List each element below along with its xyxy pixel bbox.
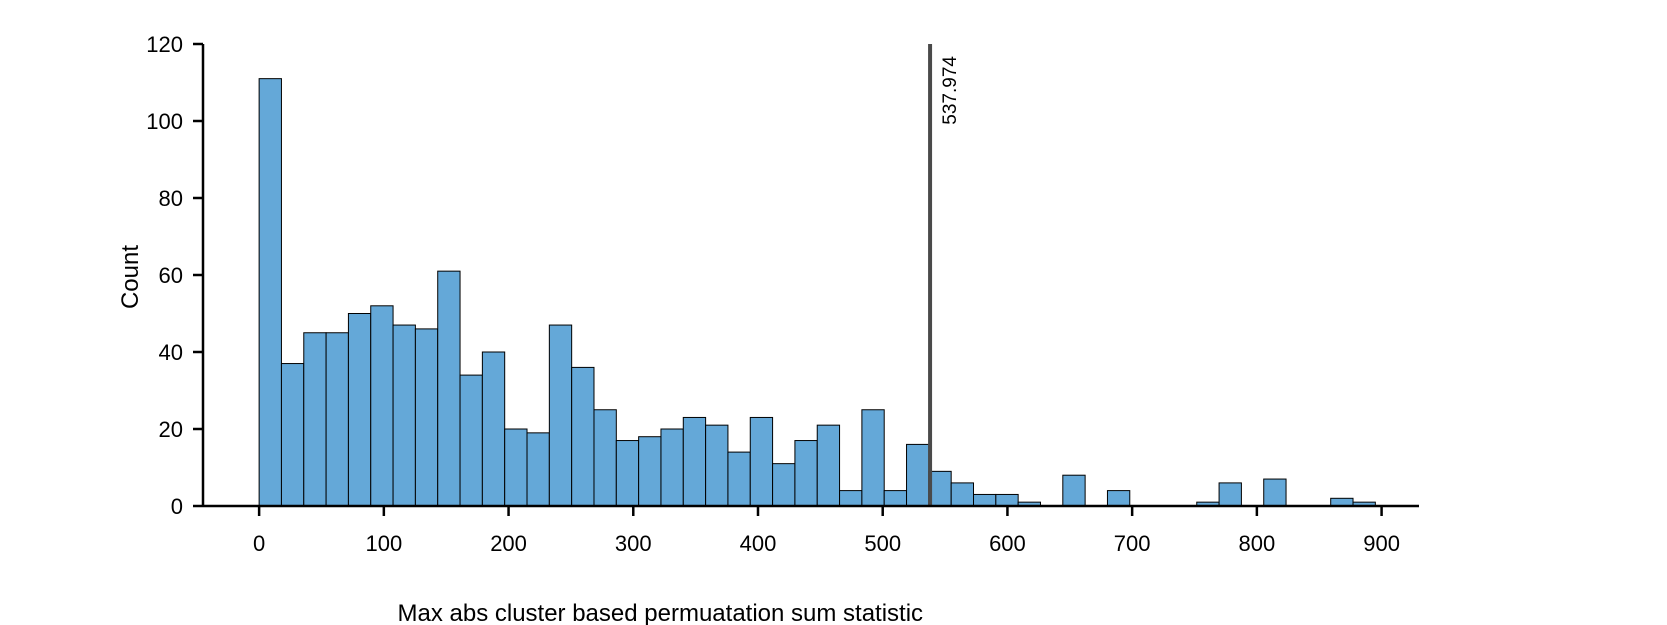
axes: 0 100 200 300 400 500 600 700 800 900 0 20 40 60 80 10…: [146, 32, 1419, 556]
histogram-bar: [593, 409, 617, 507]
histogram-bar: [660, 428, 684, 507]
y-tick-label: 80: [159, 186, 183, 211]
histogram-bar: [950, 482, 975, 507]
x-tick-label: 100: [365, 531, 402, 556]
histogram-bars: [258, 78, 1376, 507]
histogram-bar: [258, 78, 282, 507]
threshold-marker: 537.974: [928, 44, 961, 506]
histogram-bar: [928, 470, 952, 507]
x-tick-label: 800: [1239, 531, 1276, 556]
histogram-bar: [1106, 490, 1131, 507]
x-tick-label: 0: [253, 531, 265, 556]
x-tick-label: 500: [864, 531, 901, 556]
histogram-bar: [370, 305, 394, 507]
histogram-bar: [437, 270, 461, 507]
x-tick-label: 700: [1114, 531, 1151, 556]
histogram-bar: [682, 416, 707, 507]
x-tick-label: 400: [740, 531, 777, 556]
histogram-bar: [615, 440, 640, 507]
histogram-bar: [526, 432, 550, 507]
histogram-bar: [414, 328, 439, 507]
histogram-bar: [303, 332, 327, 507]
histogram-bar: [481, 351, 506, 507]
histogram-bar: [839, 490, 863, 507]
y-tick-label: 60: [159, 263, 183, 288]
histogram-bar: [794, 440, 818, 507]
histogram-bar: [459, 374, 483, 507]
y-tick-label: 20: [159, 417, 183, 442]
histogram-bar: [571, 366, 595, 507]
histogram-bar: [1218, 482, 1242, 507]
threshold-label: 537.974: [940, 56, 961, 125]
histogram-bar: [772, 463, 796, 507]
histogram-bar: [325, 332, 349, 507]
histogram-bar: [861, 409, 885, 507]
x-tick-label: 900: [1363, 531, 1400, 556]
histogram-bar: [727, 451, 751, 507]
histogram-bar: [280, 363, 305, 507]
histogram-bar: [504, 428, 528, 507]
histogram-bar: [883, 490, 908, 507]
histogram-bar: [906, 443, 930, 507]
x-axis-ticks: 0 100 200 300 400 500 600 700 800 900: [253, 506, 1400, 556]
y-tick-label: 120: [146, 32, 183, 57]
histogram-bar: [347, 313, 372, 507]
histogram-bar: [816, 424, 841, 507]
histogram-bar: [392, 324, 416, 507]
histogram-bar: [705, 424, 729, 507]
x-axis-label: Max abs cluster based permuatation sum s…: [397, 600, 923, 625]
x-tick-label: 200: [490, 531, 527, 556]
histogram-bar: [749, 416, 774, 507]
histogram-bar: [638, 436, 662, 507]
y-tick-label: 40: [159, 340, 183, 365]
histogram-bar: [1062, 474, 1086, 507]
histogram-bar: [548, 324, 573, 507]
histogram-bar: [1263, 478, 1287, 507]
x-tick-label: 300: [615, 531, 652, 556]
y-tick-label: 100: [146, 109, 183, 134]
y-axis-ticks: 0 20 40 60 80 100 120: [146, 32, 203, 519]
histogram-bar: [995, 493, 1019, 507]
y-axis-label: Count: [117, 245, 144, 309]
x-tick-label: 600: [989, 531, 1026, 556]
histogram-bar: [973, 493, 997, 507]
y-tick-label: 0: [171, 494, 183, 519]
